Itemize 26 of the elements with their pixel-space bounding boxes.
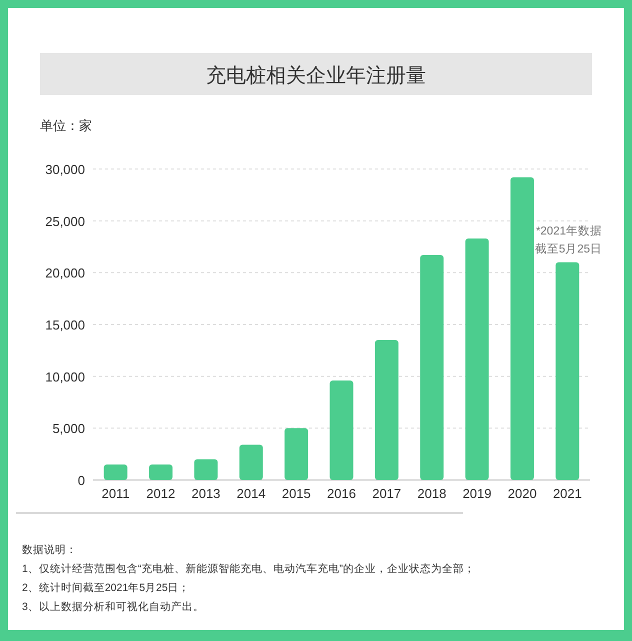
x-tick-label: 2014 (236, 486, 266, 501)
x-tick-label: 2019 (462, 486, 492, 501)
y-tick-label: 25,000 (45, 214, 85, 229)
x-tick-label: 2012 (146, 486, 176, 501)
title: 充电桩相关企业年注册量 (40, 53, 592, 95)
y-axis-title: 单位：家 (40, 118, 92, 133)
x-tick-label: 2016 (327, 486, 356, 501)
x-tick-label: 2018 (417, 486, 446, 501)
x-tick-label: 2021 (552, 486, 582, 501)
x-tick-label: 2017 (372, 486, 402, 501)
x-tick-label: 2015 (282, 486, 311, 501)
annotation: *2021年数据截至5月25日 (534, 224, 602, 256)
text: 3、以上数据分析和可视化自动产出。 (22, 600, 204, 613)
text: 1、仅统计经营范围包含“充电桩、新能源智能充电、电动汽车充电”的企业，企业状态为全部； (22, 562, 475, 575)
x-tick-label: 2011 (102, 486, 130, 501)
x-tick-label: 2020 (508, 486, 537, 501)
chart-title: 充电桩相关企业年注册量 (206, 65, 426, 87)
y-tick-label: 15,000 (45, 318, 85, 332)
text: 数据说明： (22, 544, 77, 556)
text: 2、统计时间截至2021年5月25日； (22, 581, 190, 594)
y-tick-label: 0 (78, 473, 85, 488)
x-tick-label: 2013 (191, 486, 220, 501)
y-tick-label: 30,000 (45, 162, 85, 177)
y-tick-label: 5,000 (52, 421, 85, 436)
y-tick-label: 20,000 (45, 266, 85, 281)
y-tick-label: 10,000 (45, 369, 85, 384)
